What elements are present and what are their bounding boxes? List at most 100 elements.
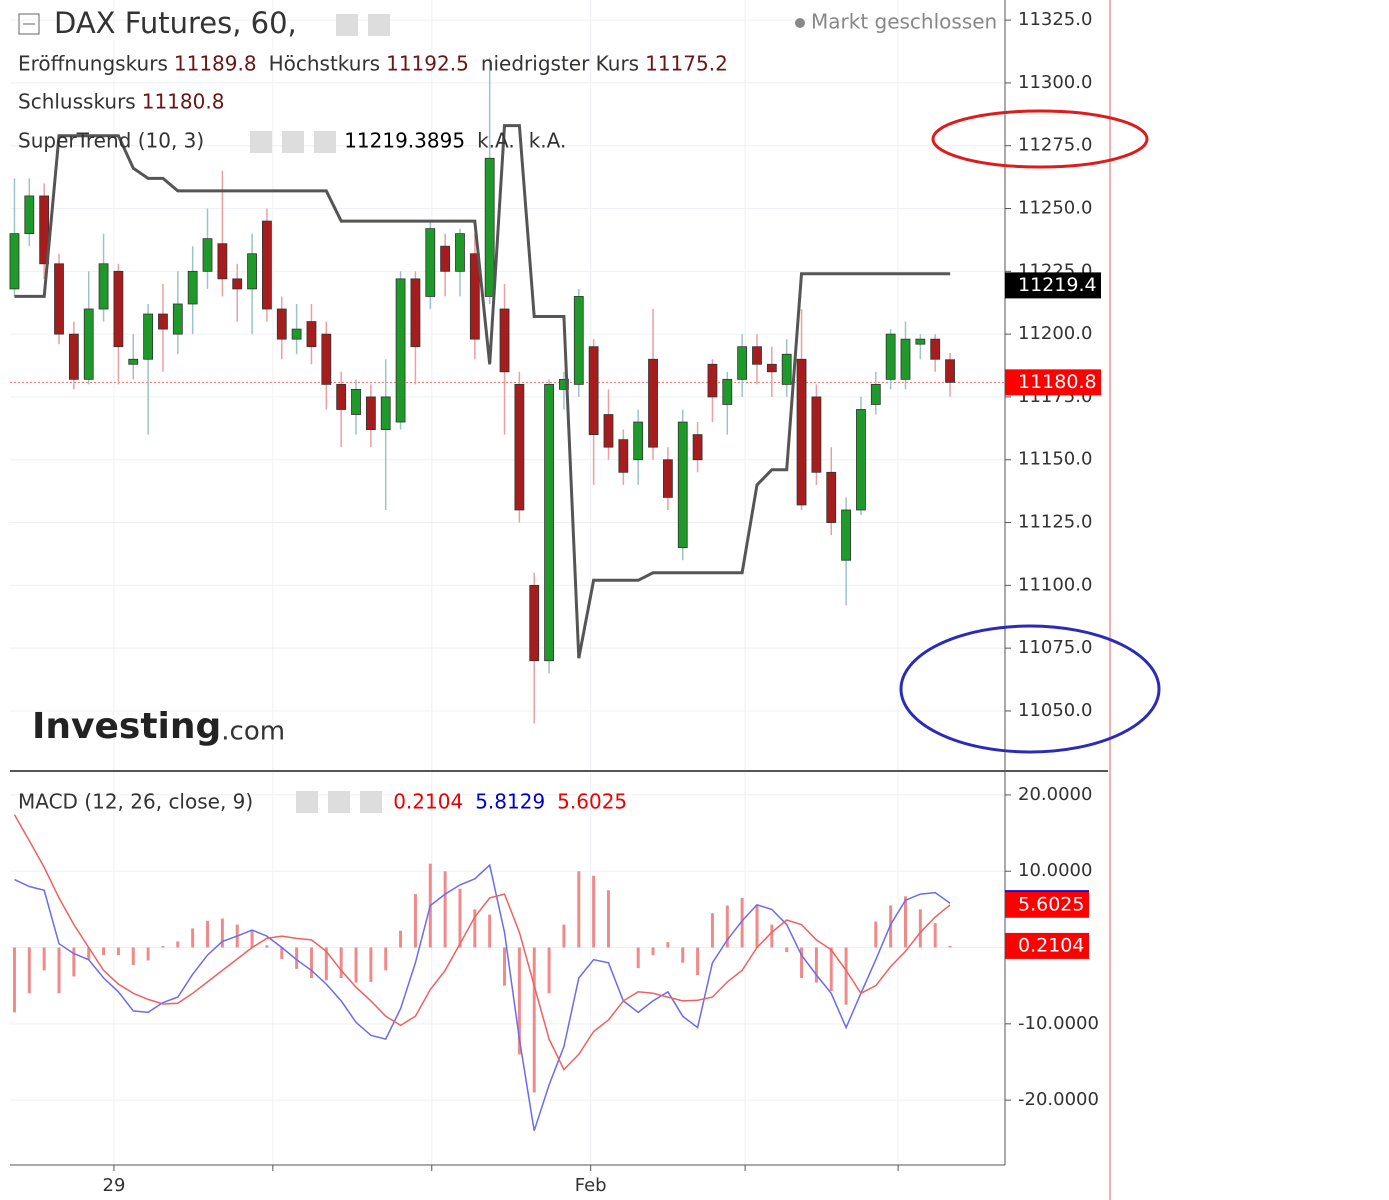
candle-body (826, 471, 837, 523)
candle-body (766, 363, 777, 373)
candle-body (529, 584, 540, 662)
eye-icon[interactable] (296, 791, 318, 813)
candle-body (662, 459, 673, 498)
price-tag-label: 11219.4 (1018, 274, 1097, 296)
supertrend-line (14, 124, 951, 659)
macd-line (14, 863, 951, 1131)
price-tag (1005, 932, 1089, 959)
candle-body (262, 220, 272, 310)
candle-body (143, 313, 154, 360)
y-tick-label: 11300.0 (1018, 72, 1092, 93)
candle-body (841, 509, 851, 561)
candle-body (24, 195, 35, 235)
candle-body (737, 346, 748, 380)
y-tick-label: 11325.0 (1018, 9, 1092, 30)
y-tick-label: 20.0000 (1018, 784, 1092, 805)
candle-body (752, 346, 762, 365)
candle-body (796, 358, 807, 506)
y-tick-label: 11150.0 (1018, 449, 1092, 470)
x-tick-label: 29 (103, 1175, 126, 1196)
candle-body (544, 383, 554, 662)
candle-body (559, 378, 569, 390)
logo-suffix: .com (221, 717, 285, 747)
x-tick-label: Feb (575, 1175, 607, 1196)
candle-body (276, 308, 287, 340)
ohlc-label: Höchstkurs (269, 52, 381, 76)
ohlc-value: 11189.8 (174, 52, 257, 76)
close-icon[interactable] (360, 791, 382, 813)
candle-body (707, 363, 718, 398)
logo: Investing (32, 706, 221, 747)
ohlc-label: Schlusskurs (18, 90, 136, 114)
candle-body (291, 328, 302, 340)
candle-body (603, 414, 614, 448)
status-dot (795, 18, 805, 28)
market-status: Markt geschlossen (811, 10, 997, 34)
gear-icon[interactable] (368, 14, 390, 36)
candle-body (410, 278, 421, 348)
candle-body (677, 421, 688, 549)
candle-body (187, 270, 198, 305)
indicator-value: 5.8129 (475, 790, 545, 814)
candle-body (915, 338, 926, 345)
gear-icon[interactable] (282, 131, 304, 153)
y-tick-label: 11050.0 (1018, 700, 1092, 721)
candle-body (54, 263, 64, 335)
candle-body (68, 333, 79, 380)
gear-icon[interactable] (328, 791, 350, 813)
candle-body (9, 233, 20, 290)
candle-body (870, 383, 881, 405)
candle-body (425, 228, 436, 297)
marks (9, 57, 1005, 1131)
candle-body (885, 333, 896, 380)
chart-title: DAX Futures, 60, (54, 6, 297, 40)
candle-body (306, 321, 317, 348)
indicator-value: 5.6025 (557, 790, 627, 814)
price-tag-label: 0.2104 (1018, 934, 1084, 956)
eye-icon[interactable] (250, 131, 272, 153)
candle-body (722, 378, 733, 405)
indicator-value: 0.2104 (393, 790, 463, 814)
y-tick-label: -20.0000 (1018, 1089, 1099, 1110)
close-icon[interactable] (314, 131, 336, 153)
candle-body (618, 439, 629, 473)
candle-body (202, 238, 213, 272)
candle-body (232, 278, 243, 290)
y-tick-label: 11125.0 (1018, 512, 1092, 533)
annotation-ellipse (931, 109, 1149, 169)
collapse-icon[interactable] (18, 13, 40, 35)
y-tick-label: 10.0000 (1018, 860, 1092, 881)
candle-body (811, 396, 822, 473)
eye-icon[interactable] (336, 14, 358, 36)
candle-body (692, 434, 703, 461)
price-tag (1005, 891, 1089, 918)
candle-body (573, 296, 584, 385)
price-tag-label: 11180.8 (1018, 371, 1097, 393)
ohlc-value: 11180.8 (142, 90, 225, 114)
candle-body (336, 383, 347, 410)
candle-body (484, 157, 495, 297)
candle-body (900, 338, 911, 380)
y-tick-label: 11075.0 (1018, 637, 1092, 658)
y-tick-label: 11250.0 (1018, 198, 1092, 219)
candle-body (781, 353, 792, 385)
candle-body (321, 333, 332, 385)
ohlc-label: Eröffnungskurs (18, 52, 168, 76)
candle-body (83, 308, 94, 380)
candle-body (469, 253, 480, 340)
candle-body (930, 338, 941, 360)
candle-body (588, 346, 599, 436)
candle-body (365, 396, 376, 430)
candle-body (158, 313, 168, 330)
price-tag (1005, 369, 1101, 396)
candle-body (514, 383, 525, 511)
ohlc-label: niedrigster Kurs (481, 52, 639, 76)
candle-body (351, 388, 361, 415)
ohlc-value: 11192.5 (386, 52, 469, 76)
candle-body (39, 195, 50, 265)
indicator-name: MACD (12, 26, close, 9) (18, 790, 253, 814)
indicator-name: SuperTrend (10, 3) (18, 129, 204, 153)
indicator-extra: k.A. (529, 129, 567, 153)
